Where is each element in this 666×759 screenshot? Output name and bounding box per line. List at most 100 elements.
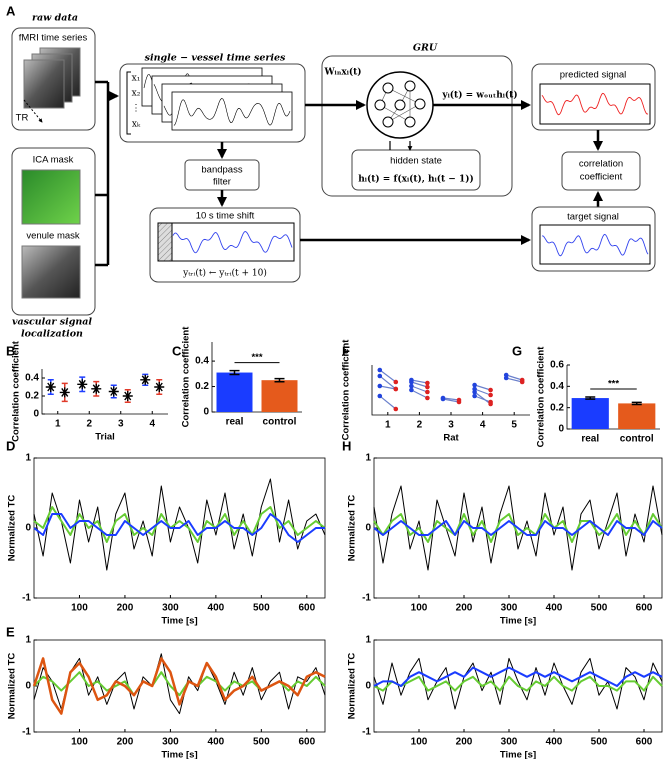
correlation-box — [561, 151, 641, 191]
gru-node — [404, 116, 416, 128]
point — [472, 382, 477, 388]
x-tick-label: 400 — [208, 603, 225, 614]
x-tick-label: 500 — [253, 603, 270, 614]
mean-marker — [91, 383, 102, 394]
x-axis-label: Time [s] — [500, 616, 536, 627]
y-tick-label: 0 — [365, 523, 371, 534]
bar — [216, 372, 253, 412]
gru-output: yᵢ(t) = wₒᵤₜhᵢ(t) — [441, 90, 517, 101]
point — [425, 389, 430, 395]
vessel-input: x₁ — [132, 74, 141, 84]
vessel-traces — [141, 67, 293, 131]
point — [425, 384, 430, 390]
x-tick-label: real — [581, 434, 599, 445]
x-tick-label: 500 — [591, 603, 608, 614]
panel-label: G — [512, 343, 522, 358]
y-tick-label: 1 — [365, 453, 371, 464]
x-tick-label: 1 — [55, 419, 61, 430]
series-line — [373, 666, 663, 687]
venule-image — [21, 245, 81, 299]
mean-marker — [108, 386, 119, 397]
time-shift-title: 10 s time shift — [196, 211, 255, 222]
x-axis-label: Time [s] — [161, 616, 197, 627]
point — [377, 383, 383, 389]
x-tick-label: real — [226, 417, 244, 428]
axis-line — [371, 365, 530, 416]
y-tick-label: 1 — [365, 635, 371, 646]
x-tick-label: 300 — [162, 737, 179, 748]
gru-edge — [387, 87, 421, 105]
localization-title: vascular signal — [12, 317, 92, 328]
decor-wave — [172, 230, 293, 254]
y-tick-label: -1 — [22, 593, 31, 604]
signal-frame — [157, 222, 295, 262]
vessel-input: x₂ — [132, 89, 141, 99]
x-tick-label: 200 — [456, 603, 473, 614]
x-tick-label: 200 — [117, 737, 134, 748]
error-bar — [274, 377, 285, 383]
pair-line — [379, 369, 397, 383]
point — [377, 393, 383, 399]
panel-a: raw data fMRI time series TR ICA mask ve… — [11, 13, 656, 340]
point — [377, 367, 383, 373]
single-vessel-title: single − vessel time series — [145, 53, 286, 64]
gru-edge — [379, 104, 411, 123]
x-tick-label: 1 — [385, 420, 391, 431]
series-line — [373, 657, 663, 710]
gru-node — [404, 80, 416, 92]
decor-wave — [541, 92, 649, 116]
bar — [571, 398, 609, 429]
point — [472, 389, 477, 395]
x-tick-label: 300 — [501, 603, 518, 614]
x-tick-label: 4 — [149, 419, 155, 430]
x-axis-label: Time [s] — [161, 750, 197, 759]
gru-node — [382, 82, 394, 94]
x-tick-label: control — [263, 417, 297, 428]
plot-frame — [33, 639, 326, 733]
target-label: target signal — [567, 212, 619, 223]
point — [409, 387, 414, 393]
x-tick-label: 100 — [71, 737, 88, 748]
x-tick-label: 3 — [448, 420, 454, 431]
correlation-label: coefficient — [580, 172, 623, 183]
fmri-label: fMRI time series — [19, 33, 88, 44]
x-tick-label: 400 — [546, 603, 563, 614]
correlation-label: correlation — [579, 159, 623, 170]
pair-line — [411, 381, 428, 388]
gru-nodes — [374, 80, 426, 128]
pair-line — [442, 398, 460, 403]
panel-label: D — [6, 438, 15, 453]
pair-line — [411, 389, 428, 399]
point — [393, 379, 399, 385]
target-wave — [542, 233, 649, 257]
mean-marker — [140, 374, 151, 385]
pair-line — [411, 379, 428, 384]
y-axis-label: Correlation coefficient — [341, 339, 352, 441]
y-axis-label: Correlation coefficient — [11, 340, 22, 442]
x-tick-label: 4 — [480, 420, 486, 431]
significance-label: *** — [608, 379, 619, 390]
mean-marker — [122, 391, 133, 401]
y-tick-label: -1 — [22, 727, 31, 738]
significance-label: *** — [251, 352, 262, 363]
pair-line — [474, 384, 491, 391]
y-tick-label: 1 — [25, 453, 31, 464]
error-bar — [631, 401, 642, 406]
gru-title: GRU — [413, 43, 438, 54]
y-tick-label: 0.4 — [195, 356, 209, 367]
panel-label: E — [6, 624, 15, 639]
localization-title: localization — [21, 329, 83, 340]
y-axis-label: Normalized TC — [347, 495, 358, 562]
pair-line — [506, 377, 523, 383]
point — [519, 379, 525, 385]
panel-label: H — [342, 438, 351, 453]
series-line — [373, 520, 663, 536]
tr-label: TR — [16, 113, 29, 124]
gru-input: Wᵢₙxᵢ(t) — [323, 67, 361, 78]
series-line — [373, 485, 663, 571]
pair-line — [379, 385, 396, 390]
series-line — [33, 653, 326, 715]
x-tick-label: 600 — [298, 737, 315, 748]
y-tick-label: 0 — [33, 409, 39, 420]
